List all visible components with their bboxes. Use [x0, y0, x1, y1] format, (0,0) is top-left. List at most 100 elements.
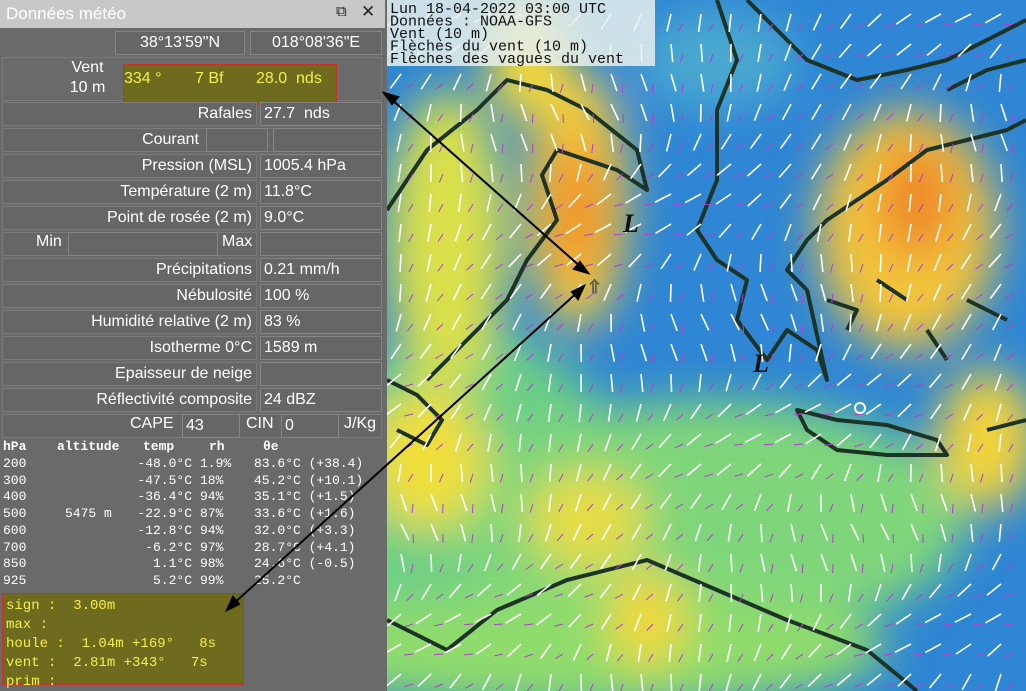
wave-arrow: [853, 413, 864, 416]
wave-arrow: [854, 653, 864, 657]
wind-arrow: [910, 523, 919, 541]
cell-theta-e: 28.7°C (+4.1): [254, 539, 356, 555]
cell-theta-e: 35.1°C (+1.5): [254, 489, 356, 505]
wind-arrow: [870, 343, 882, 360]
wind-arrow: [518, 73, 522, 93]
wind-arrow: [601, 523, 612, 541]
wave-arrow: [943, 623, 954, 626]
wind-arrow: [417, 673, 432, 688]
wind-arrow: [880, 523, 890, 541]
title-bar: Données météo ⧉ ✕: [0, 0, 385, 28]
wave-arrow: [824, 383, 834, 388]
wind-arrow: [989, 283, 1002, 299]
wave-arrow: [494, 653, 504, 657]
wind-arrow: [700, 73, 705, 92]
wave-arrow: [884, 653, 894, 656]
wind-arrow: [760, 343, 764, 362]
wind-arrow: [850, 283, 855, 302]
longitude: 018°08'36"E: [250, 31, 382, 55]
wave-arrow: [674, 503, 684, 509]
wind-arrow: [877, 193, 882, 212]
wind-arrow: [760, 583, 764, 602]
wave-arrow: [531, 113, 534, 124]
wind-arrow: [1000, 133, 1008, 152]
wave-arrow: [707, 563, 714, 572]
wave-arrow: [674, 443, 684, 449]
wind-arrow: [728, 13, 732, 32]
wind-arrow: [697, 613, 702, 632]
cell-hpa: 700: [3, 539, 27, 555]
wave-arrow: [796, 623, 804, 632]
wave-arrow: [767, 53, 774, 62]
wave-arrow: [918, 473, 924, 483]
float-button[interactable]: ⧉: [336, 3, 347, 20]
wave-arrow: [945, 323, 954, 330]
wave-arrow: [887, 473, 894, 482]
wind-arrow: [804, 403, 822, 413]
wave-arrow: [980, 113, 984, 123]
wave-arrow: [915, 83, 924, 90]
wave-arrow: [1009, 503, 1014, 513]
wind-arrow: [940, 463, 944, 483]
wind-arrow: [790, 583, 794, 603]
max-label: Max: [222, 233, 253, 250]
wave-arrow: [915, 443, 924, 451]
wind-arrow: [774, 403, 792, 414]
wave-arrow: [917, 233, 924, 242]
wave-arrow: [976, 413, 984, 421]
wave-arrow: [737, 113, 744, 122]
wave-arrow: [644, 203, 654, 206]
wave-arrow: [826, 23, 834, 31]
wave-arrow: [587, 173, 594, 182]
wind-arrow: [700, 313, 710, 331]
wind-arrow: [924, 613, 942, 624]
wind-arrow: [815, 343, 822, 362]
wind-arrow: [715, 433, 732, 445]
wave-arrow: [886, 113, 894, 121]
wave-arrow: [948, 113, 954, 123]
wind-arrow: [760, 313, 770, 331]
wind-arrow: [387, 673, 402, 687]
wind-arrow: [689, 493, 702, 510]
wind-arrow: [600, 553, 612, 570]
wind-arrow: [757, 43, 762, 62]
wave-arrow: [677, 23, 684, 32]
wind-arrow: [774, 433, 792, 444]
wind-arrow: [784, 43, 792, 62]
wave-arrow: [769, 353, 774, 363]
wind-arrow: [808, 643, 822, 658]
wind-arrow: [991, 553, 1002, 571]
wave-arrow: [979, 173, 984, 183]
wave-arrow: [742, 323, 745, 334]
wind-arrow: [790, 313, 798, 332]
wave-arrow: [829, 503, 834, 513]
waves-box: [2, 593, 244, 685]
wave-arrow: [1004, 23, 1014, 26]
wave-arrow: [975, 293, 984, 300]
wind-arrow: [816, 223, 822, 242]
wind-arrow: [940, 523, 947, 542]
wind-arrow: [715, 193, 732, 205]
wave-arrow: [1009, 173, 1014, 183]
table-header: temp: [143, 439, 175, 454]
wind-arrow: [485, 73, 492, 92]
wind-arrow: [550, 73, 554, 92]
wave-arrow: [975, 233, 984, 241]
wave-arrow: [646, 623, 654, 631]
wave-arrow: [589, 383, 594, 393]
wave-arrow: [585, 293, 594, 300]
wave-arrow: [614, 593, 624, 599]
wave-arrow: [463, 623, 474, 626]
wave-arrow: [918, 143, 924, 153]
wind-arrow: [639, 133, 642, 153]
wind-arrow: [897, 673, 912, 687]
wave-arrow: [679, 53, 684, 63]
wind-arrow: [604, 433, 612, 452]
close-button[interactable]: ✕: [361, 2, 376, 21]
wave-arrow: [1007, 413, 1014, 422]
row-value: 100 %: [260, 284, 382, 308]
wind-arrow: [955, 643, 972, 655]
wind-arrow: [790, 283, 798, 302]
wind-arrow: [757, 13, 762, 32]
wind-arrow: [931, 313, 942, 331]
